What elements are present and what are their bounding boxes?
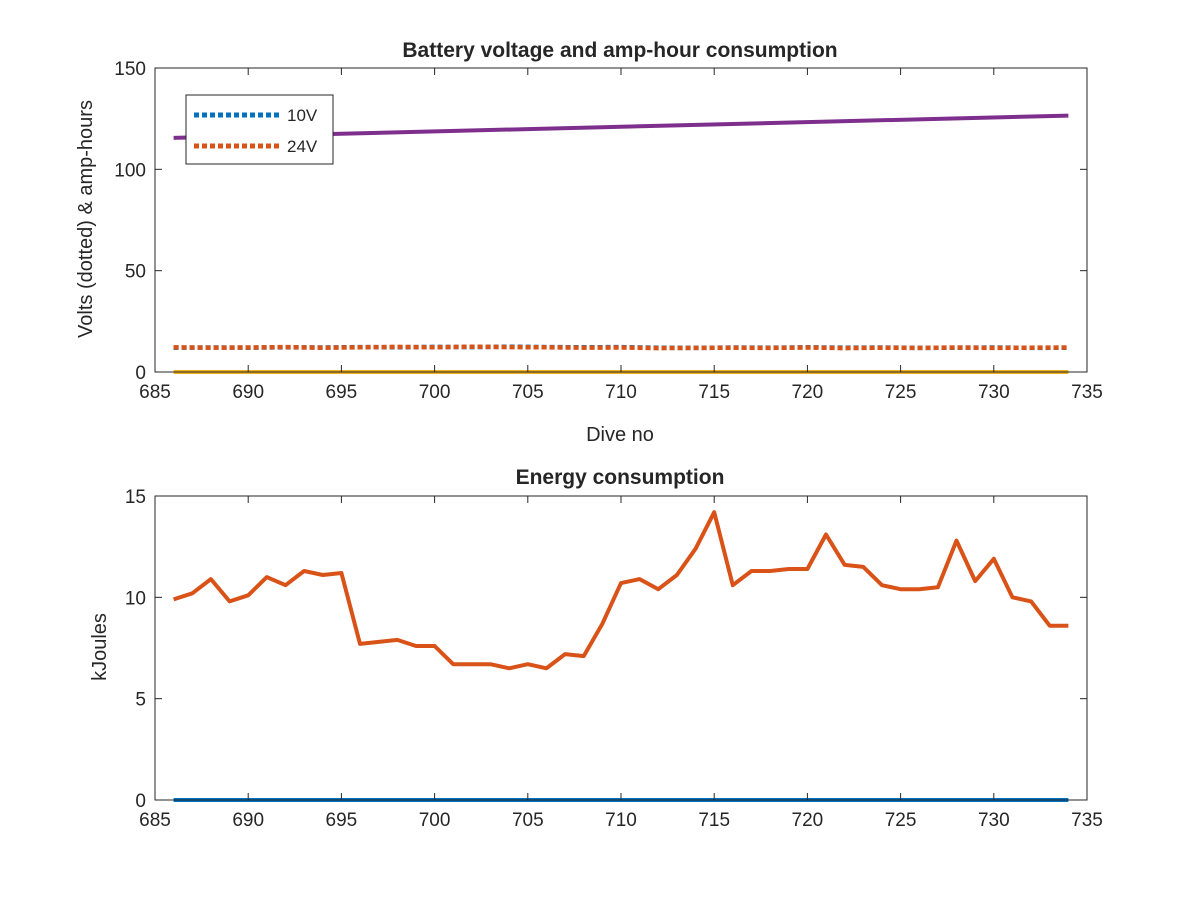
x-tick-label: 695	[326, 382, 358, 403]
energy-plot: Energy consumption kJoules 685 690 695 700 7…	[89, 466, 1103, 831]
x-tick-label: 700	[419, 382, 451, 403]
x-tick-label: 720	[792, 382, 824, 403]
x-tick-label: 715	[698, 810, 730, 831]
x-tick-label: 725	[885, 810, 917, 831]
y-axis-label: kJoules	[89, 613, 111, 681]
legend-label-10v: 10V	[287, 106, 318, 125]
x-tick-label: 720	[792, 810, 824, 831]
x-tick-label: 700	[419, 810, 451, 831]
x-tick-label: 685	[139, 382, 171, 403]
series-line-24v	[173, 344, 1069, 351]
x-axis-label: Dive no	[586, 424, 654, 446]
y-tick-label: 150	[114, 59, 146, 80]
x-tick-label: 730	[978, 382, 1010, 403]
x-tick-label: 690	[232, 810, 264, 831]
legend: 10V 24V	[185, 94, 334, 165]
x-tick-label: 690	[232, 382, 264, 403]
plot-title: Energy consumption	[516, 466, 725, 489]
x-tick-label: 710	[605, 382, 637, 403]
x-tick-label: 705	[512, 382, 544, 403]
y-tick-label: 15	[125, 487, 146, 508]
plot-title: Battery voltage and amp-hour consumption	[402, 39, 837, 62]
y-axis-label: Volts (dotted) & amp-hours	[75, 100, 97, 338]
y-tick-label: 5	[135, 690, 146, 711]
x-tick-label: 695	[326, 810, 358, 831]
x-tick-label: 685	[139, 810, 171, 831]
y-tick-label: 0	[135, 363, 146, 384]
x-tick-label: 735	[1071, 382, 1103, 403]
y-tick-label: 50	[125, 262, 146, 283]
voltage-amphour-plot: Battery voltage and amp-hour consumption…	[75, 39, 1103, 446]
x-tick-label: 710	[605, 810, 637, 831]
legend-label-24v: 24V	[287, 137, 318, 156]
y-tick-label: 10	[125, 588, 146, 609]
y-tick-label: 100	[114, 160, 146, 181]
x-tick-label: 705	[512, 810, 544, 831]
x-tick-label: 715	[698, 382, 730, 403]
x-tick-label: 725	[885, 382, 917, 403]
axes-layer: 685 690 695 700 705 710 715 720 725 730 735 0 5 10 15	[125, 487, 1103, 831]
series-line-line-0	[172, 510, 1069, 671]
legend-box	[185, 94, 334, 165]
x-tick-label: 735	[1071, 810, 1103, 831]
x-tick-label: 730	[978, 810, 1010, 831]
axes-layer: 685 690 695 700 705 710 715 720 725 730 735 0 50 100 1…	[114, 59, 1103, 403]
y-tick-label: 0	[135, 791, 146, 812]
